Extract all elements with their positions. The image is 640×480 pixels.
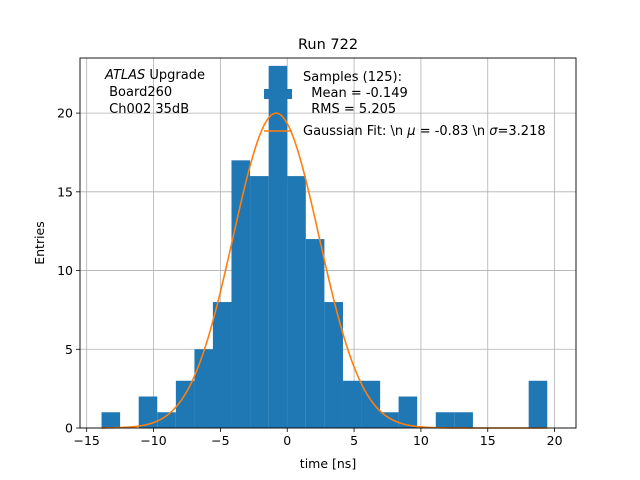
histogram-bars — [101, 65, 548, 428]
board-label: Board260 — [105, 85, 172, 100]
experiment-annotation: ATLAS Upgrade Board260 Ch002 35dB — [104, 68, 205, 117]
channel-label: Ch002 35dB — [105, 102, 189, 117]
x-axis-label: time [ns] — [300, 456, 356, 471]
svg-text:ATLAS Upgrade: ATLAS Upgrade — [104, 68, 205, 83]
y-tick-label: 20 — [57, 106, 73, 121]
legend-samples-mean: Mean = -0.149 — [303, 86, 408, 101]
x-tick-label: −10 — [140, 433, 166, 448]
y-axis-label: Entries — [32, 221, 47, 265]
y-tick-label: 0 — [65, 421, 73, 436]
legend: Samples (125): Mean = -0.149 RMS = 5.205… — [264, 70, 546, 139]
histogram-bar — [101, 412, 121, 428]
histogram-bar — [268, 65, 288, 428]
chart-title: Run 722 — [298, 37, 358, 53]
histogram-bar — [342, 380, 362, 428]
histogram-bar — [398, 396, 418, 428]
histogram-bar — [287, 176, 306, 428]
plot-frame — [79, 57, 577, 429]
legend-samples-title: Samples (125): — [303, 70, 402, 85]
y-axis-ticks: 0 5 10 15 20 — [57, 106, 80, 436]
x-tick-label: 10 — [413, 433, 429, 448]
y-tick-label: 5 — [65, 342, 73, 357]
histogram-bar — [175, 380, 195, 428]
histogram-bar — [250, 176, 269, 428]
x-axis-ticks: −15 −10 −5 0 5 10 15 20 — [73, 428, 563, 448]
legend-samples-rms: RMS = 5.205 — [303, 102, 396, 117]
sigma-symbol: σ — [489, 124, 498, 139]
histogram-bar — [324, 302, 343, 428]
x-tick-label: 5 — [350, 433, 358, 448]
histogram-bar — [454, 412, 473, 428]
y-tick-label: 10 — [57, 263, 73, 278]
histogram-bar — [435, 412, 455, 428]
legend-fit-label: Gaussian Fit: \n μ = -0.83 \n σ=3.218 — [303, 124, 546, 139]
x-tick-label: 0 — [283, 433, 291, 448]
mu-symbol: μ — [406, 124, 415, 139]
x-tick-label: −5 — [211, 433, 229, 448]
x-tick-label: 15 — [480, 433, 496, 448]
histogram-bar — [157, 412, 176, 428]
x-tick-label: 20 — [547, 433, 563, 448]
histogram-bar — [194, 349, 214, 428]
x-tick-label: −15 — [73, 433, 99, 448]
atlas-label: ATLAS — [104, 68, 145, 83]
histogram-bar — [212, 302, 232, 428]
y-tick-label: 15 — [57, 184, 73, 199]
atlas-suffix: Upgrade — [145, 68, 205, 83]
histogram-bar — [528, 380, 548, 428]
histogram-bar — [380, 412, 399, 428]
histogram-bar — [305, 239, 325, 428]
histogram-bar — [138, 396, 158, 428]
legend-samples-swatch — [264, 89, 292, 99]
